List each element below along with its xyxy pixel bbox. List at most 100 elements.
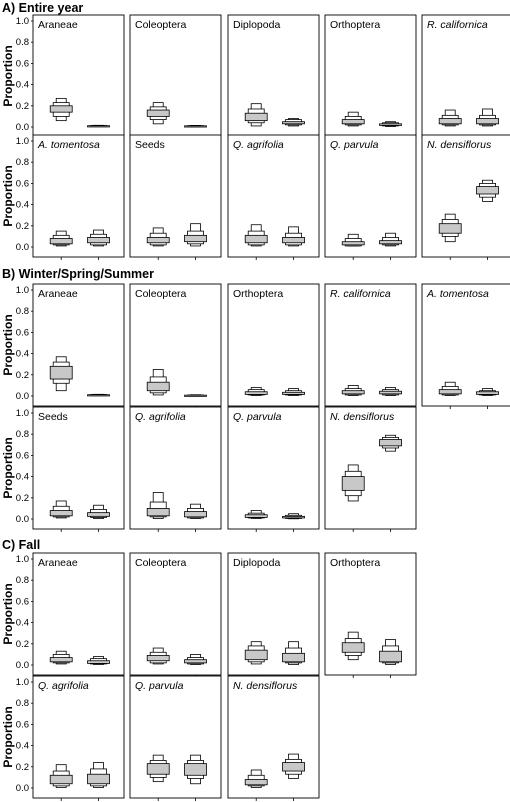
y-tick-label: 0.6 <box>16 327 29 338</box>
panel: N. densiflorus <box>421 134 510 260</box>
letter-value-box <box>282 388 305 396</box>
box-central <box>438 223 462 234</box>
letter-value-box <box>146 647 170 665</box>
box-central <box>146 237 170 244</box>
y-tick-label: 0.6 <box>16 450 29 461</box>
letter-value-box <box>282 226 305 247</box>
panel-frame <box>32 134 125 258</box>
box-central <box>282 652 305 663</box>
y-tick-label: 0.0 <box>16 391 29 402</box>
y-axis-label: Proportion <box>1 706 15 767</box>
section-title: A) Entire year <box>2 1 83 15</box>
y-tick-label: 1.0 <box>16 677 29 688</box>
box-central <box>244 514 268 518</box>
panel: Coleoptera <box>129 14 222 140</box>
panel-frame <box>227 283 320 407</box>
y-tick-label: 0.6 <box>16 719 29 730</box>
box-central <box>282 237 305 244</box>
panel-title: Coleoptera <box>135 557 187 569</box>
letter-value-box <box>49 650 73 665</box>
box-central <box>146 109 170 117</box>
panel-frame <box>32 283 125 407</box>
y-tick-label: 0.2 <box>16 639 29 650</box>
letter-value-box <box>341 464 365 502</box>
y-axis-label: Proportion <box>1 165 15 226</box>
letter-value-box <box>476 388 499 396</box>
panel-frame <box>129 134 222 258</box>
panel-title: Araneae <box>38 288 78 300</box>
panel-frame <box>324 283 417 407</box>
box-central <box>282 121 305 125</box>
letter-value-box <box>146 369 170 396</box>
box-central <box>184 234 207 243</box>
letter-value-box <box>341 233 365 247</box>
panel-title: Seeds <box>38 411 68 423</box>
y-tick-label: 0.0 <box>16 122 29 133</box>
panel-frame <box>227 134 320 258</box>
box-central <box>244 779 268 786</box>
letter-value-box <box>244 769 268 788</box>
letter-value-box <box>184 394 207 397</box>
panel: Araneae <box>32 283 125 409</box>
letter-value-box <box>341 111 365 127</box>
panel: Coleoptera <box>129 552 222 678</box>
panel-frame <box>129 406 222 530</box>
box-central <box>341 119 365 125</box>
letter-value-box <box>49 97 73 122</box>
panel: Q. agrifolia <box>32 675 125 801</box>
y-axis-label: Proportion <box>1 437 15 498</box>
letter-value-box <box>49 500 73 519</box>
panel-title: N. densiflorus <box>233 680 298 692</box>
panel: Seeds <box>129 134 222 260</box>
panel: Orthoptera <box>324 552 417 678</box>
y-axis-label: Proportion <box>1 583 15 644</box>
letter-value-box <box>244 510 268 519</box>
panel: Seeds <box>32 406 125 532</box>
panel-frame <box>324 552 417 676</box>
box-central <box>146 507 170 517</box>
y-tick-label: 0.4 <box>16 349 29 360</box>
panel-frame <box>129 14 222 138</box>
panel: N. densiflorus <box>324 406 417 532</box>
y-tick-label: 0.4 <box>16 80 29 91</box>
panel: R. californica <box>324 283 417 409</box>
box-central <box>244 234 268 244</box>
panel-title: Q. parvula <box>330 139 379 151</box>
y-tick-label: 0.8 <box>16 306 29 317</box>
panel-frame <box>421 283 510 407</box>
panel: Diplopoda <box>227 552 320 678</box>
panel-frame <box>32 552 125 676</box>
box-central <box>341 642 365 653</box>
letter-value-box <box>244 103 268 127</box>
panel: Araneae <box>32 14 125 140</box>
y-tick-label: 0.0 <box>16 514 29 525</box>
box-central <box>244 649 268 661</box>
box-central <box>476 186 499 195</box>
y-tick-label: 0.4 <box>16 472 29 483</box>
letter-value-box <box>438 109 462 127</box>
letter-value-box <box>146 754 170 783</box>
box-central <box>87 394 110 397</box>
letter-value-box <box>87 229 110 247</box>
box-central <box>87 660 110 664</box>
panel-title: A. tomentosa <box>426 288 489 300</box>
panel-frame <box>324 134 417 258</box>
panel: Orthoptera <box>324 14 417 140</box>
box-central <box>87 773 110 785</box>
panel: Araneae <box>32 552 125 678</box>
panel-frame <box>421 134 510 258</box>
panel: Orthoptera <box>227 283 320 409</box>
box-central <box>341 476 365 491</box>
letter-value-box <box>244 224 268 247</box>
letter-value-box <box>87 504 110 519</box>
letter-value-box <box>146 227 170 247</box>
panel-title: R. californica <box>427 19 488 31</box>
letter-value-box <box>146 492 170 519</box>
panel-title: Araneae <box>38 19 78 31</box>
box-central <box>379 123 402 126</box>
letter-value-box <box>476 179 499 202</box>
y-tick-label: 0.6 <box>16 58 29 69</box>
y-tick-label: 0.8 <box>16 575 29 586</box>
y-tick-label: 1.0 <box>16 16 29 27</box>
